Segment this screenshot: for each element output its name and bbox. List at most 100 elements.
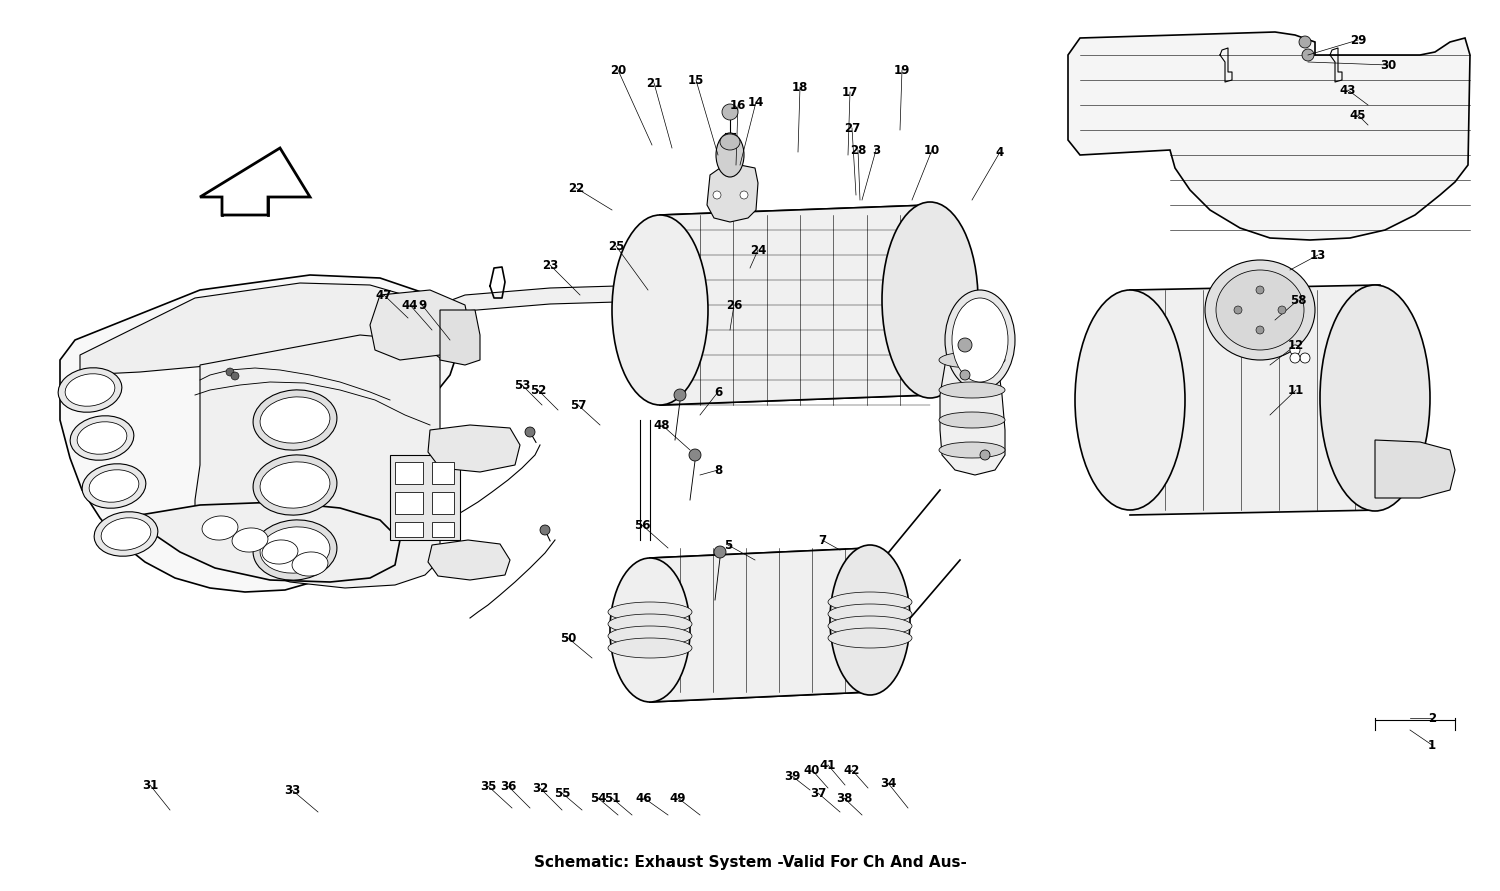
Polygon shape: [200, 148, 310, 215]
Text: 11: 11: [1288, 383, 1304, 396]
Text: 53: 53: [514, 379, 529, 391]
Polygon shape: [650, 548, 870, 702]
Text: 26: 26: [726, 298, 742, 312]
Text: 27: 27: [844, 121, 859, 135]
Text: 17: 17: [842, 86, 858, 99]
Ellipse shape: [939, 412, 1005, 428]
Ellipse shape: [254, 519, 338, 580]
Ellipse shape: [260, 462, 330, 508]
Text: 22: 22: [568, 182, 584, 194]
Ellipse shape: [82, 463, 146, 508]
Text: 12: 12: [1288, 339, 1304, 352]
Polygon shape: [195, 335, 440, 588]
Bar: [394, 462, 423, 484]
Text: 31: 31: [142, 779, 158, 791]
Text: 40: 40: [804, 764, 820, 776]
Text: 49: 49: [669, 791, 686, 805]
Ellipse shape: [260, 396, 330, 443]
Text: 45: 45: [1350, 109, 1366, 121]
Ellipse shape: [882, 202, 978, 398]
Bar: [432, 492, 454, 514]
Polygon shape: [706, 165, 758, 222]
Text: 38: 38: [836, 791, 852, 805]
Text: 18: 18: [792, 80, 808, 94]
Ellipse shape: [64, 374, 116, 406]
Ellipse shape: [828, 604, 912, 624]
Ellipse shape: [262, 540, 298, 564]
Text: 1: 1: [1428, 739, 1436, 751]
Text: 33: 33: [284, 783, 300, 797]
Text: 19: 19: [894, 63, 910, 77]
Ellipse shape: [939, 352, 1005, 368]
Text: 55: 55: [554, 787, 570, 799]
Text: 15: 15: [688, 73, 703, 86]
Text: 30: 30: [1380, 59, 1396, 71]
Circle shape: [231, 372, 238, 380]
Polygon shape: [1068, 32, 1470, 240]
Ellipse shape: [70, 416, 134, 461]
Circle shape: [1302, 49, 1314, 61]
Text: 21: 21: [646, 77, 662, 89]
Ellipse shape: [939, 382, 1005, 398]
Ellipse shape: [260, 527, 330, 573]
Ellipse shape: [1204, 260, 1316, 360]
Ellipse shape: [610, 558, 690, 702]
Text: 10: 10: [924, 143, 940, 157]
Text: 34: 34: [880, 776, 896, 789]
Ellipse shape: [232, 528, 268, 552]
Ellipse shape: [88, 470, 140, 503]
Ellipse shape: [254, 455, 338, 515]
Circle shape: [688, 449, 700, 461]
Ellipse shape: [612, 215, 708, 405]
Text: 58: 58: [1290, 293, 1306, 307]
Polygon shape: [60, 275, 460, 592]
Polygon shape: [427, 425, 520, 472]
Ellipse shape: [1320, 285, 1430, 511]
Ellipse shape: [716, 133, 744, 177]
Text: 48: 48: [654, 419, 670, 431]
Polygon shape: [660, 205, 930, 405]
Polygon shape: [940, 340, 1005, 475]
Text: 20: 20: [610, 63, 626, 77]
Polygon shape: [80, 283, 435, 375]
Circle shape: [714, 546, 726, 558]
Ellipse shape: [608, 638, 692, 658]
Ellipse shape: [58, 368, 122, 413]
Circle shape: [1278, 306, 1286, 314]
Text: 23: 23: [542, 258, 558, 272]
Text: 41: 41: [821, 758, 836, 772]
Text: 52: 52: [530, 383, 546, 396]
Text: 35: 35: [480, 780, 496, 792]
Polygon shape: [120, 502, 400, 582]
Ellipse shape: [254, 390, 338, 450]
Text: 2: 2: [1428, 712, 1436, 724]
Ellipse shape: [76, 421, 128, 454]
Text: 16: 16: [730, 99, 746, 111]
Text: 54: 54: [590, 791, 606, 805]
Circle shape: [674, 389, 686, 401]
Text: 5: 5: [724, 538, 732, 552]
Circle shape: [740, 191, 748, 199]
Text: 57: 57: [570, 398, 586, 412]
Ellipse shape: [202, 516, 238, 540]
Circle shape: [1290, 345, 1300, 355]
Ellipse shape: [608, 614, 692, 634]
Ellipse shape: [828, 628, 912, 648]
Polygon shape: [370, 290, 470, 360]
Ellipse shape: [945, 290, 1016, 390]
Bar: [432, 462, 454, 484]
Circle shape: [1299, 36, 1311, 48]
Ellipse shape: [608, 602, 692, 622]
Circle shape: [1300, 353, 1310, 363]
Bar: [394, 522, 423, 537]
Text: 13: 13: [1310, 249, 1326, 261]
Text: 36: 36: [500, 780, 516, 792]
Circle shape: [722, 104, 738, 120]
Text: 43: 43: [1340, 84, 1356, 96]
Text: 56: 56: [633, 519, 650, 532]
Circle shape: [540, 525, 550, 535]
Circle shape: [1290, 353, 1300, 363]
Polygon shape: [1376, 440, 1455, 498]
Circle shape: [980, 450, 990, 460]
Ellipse shape: [608, 626, 692, 646]
